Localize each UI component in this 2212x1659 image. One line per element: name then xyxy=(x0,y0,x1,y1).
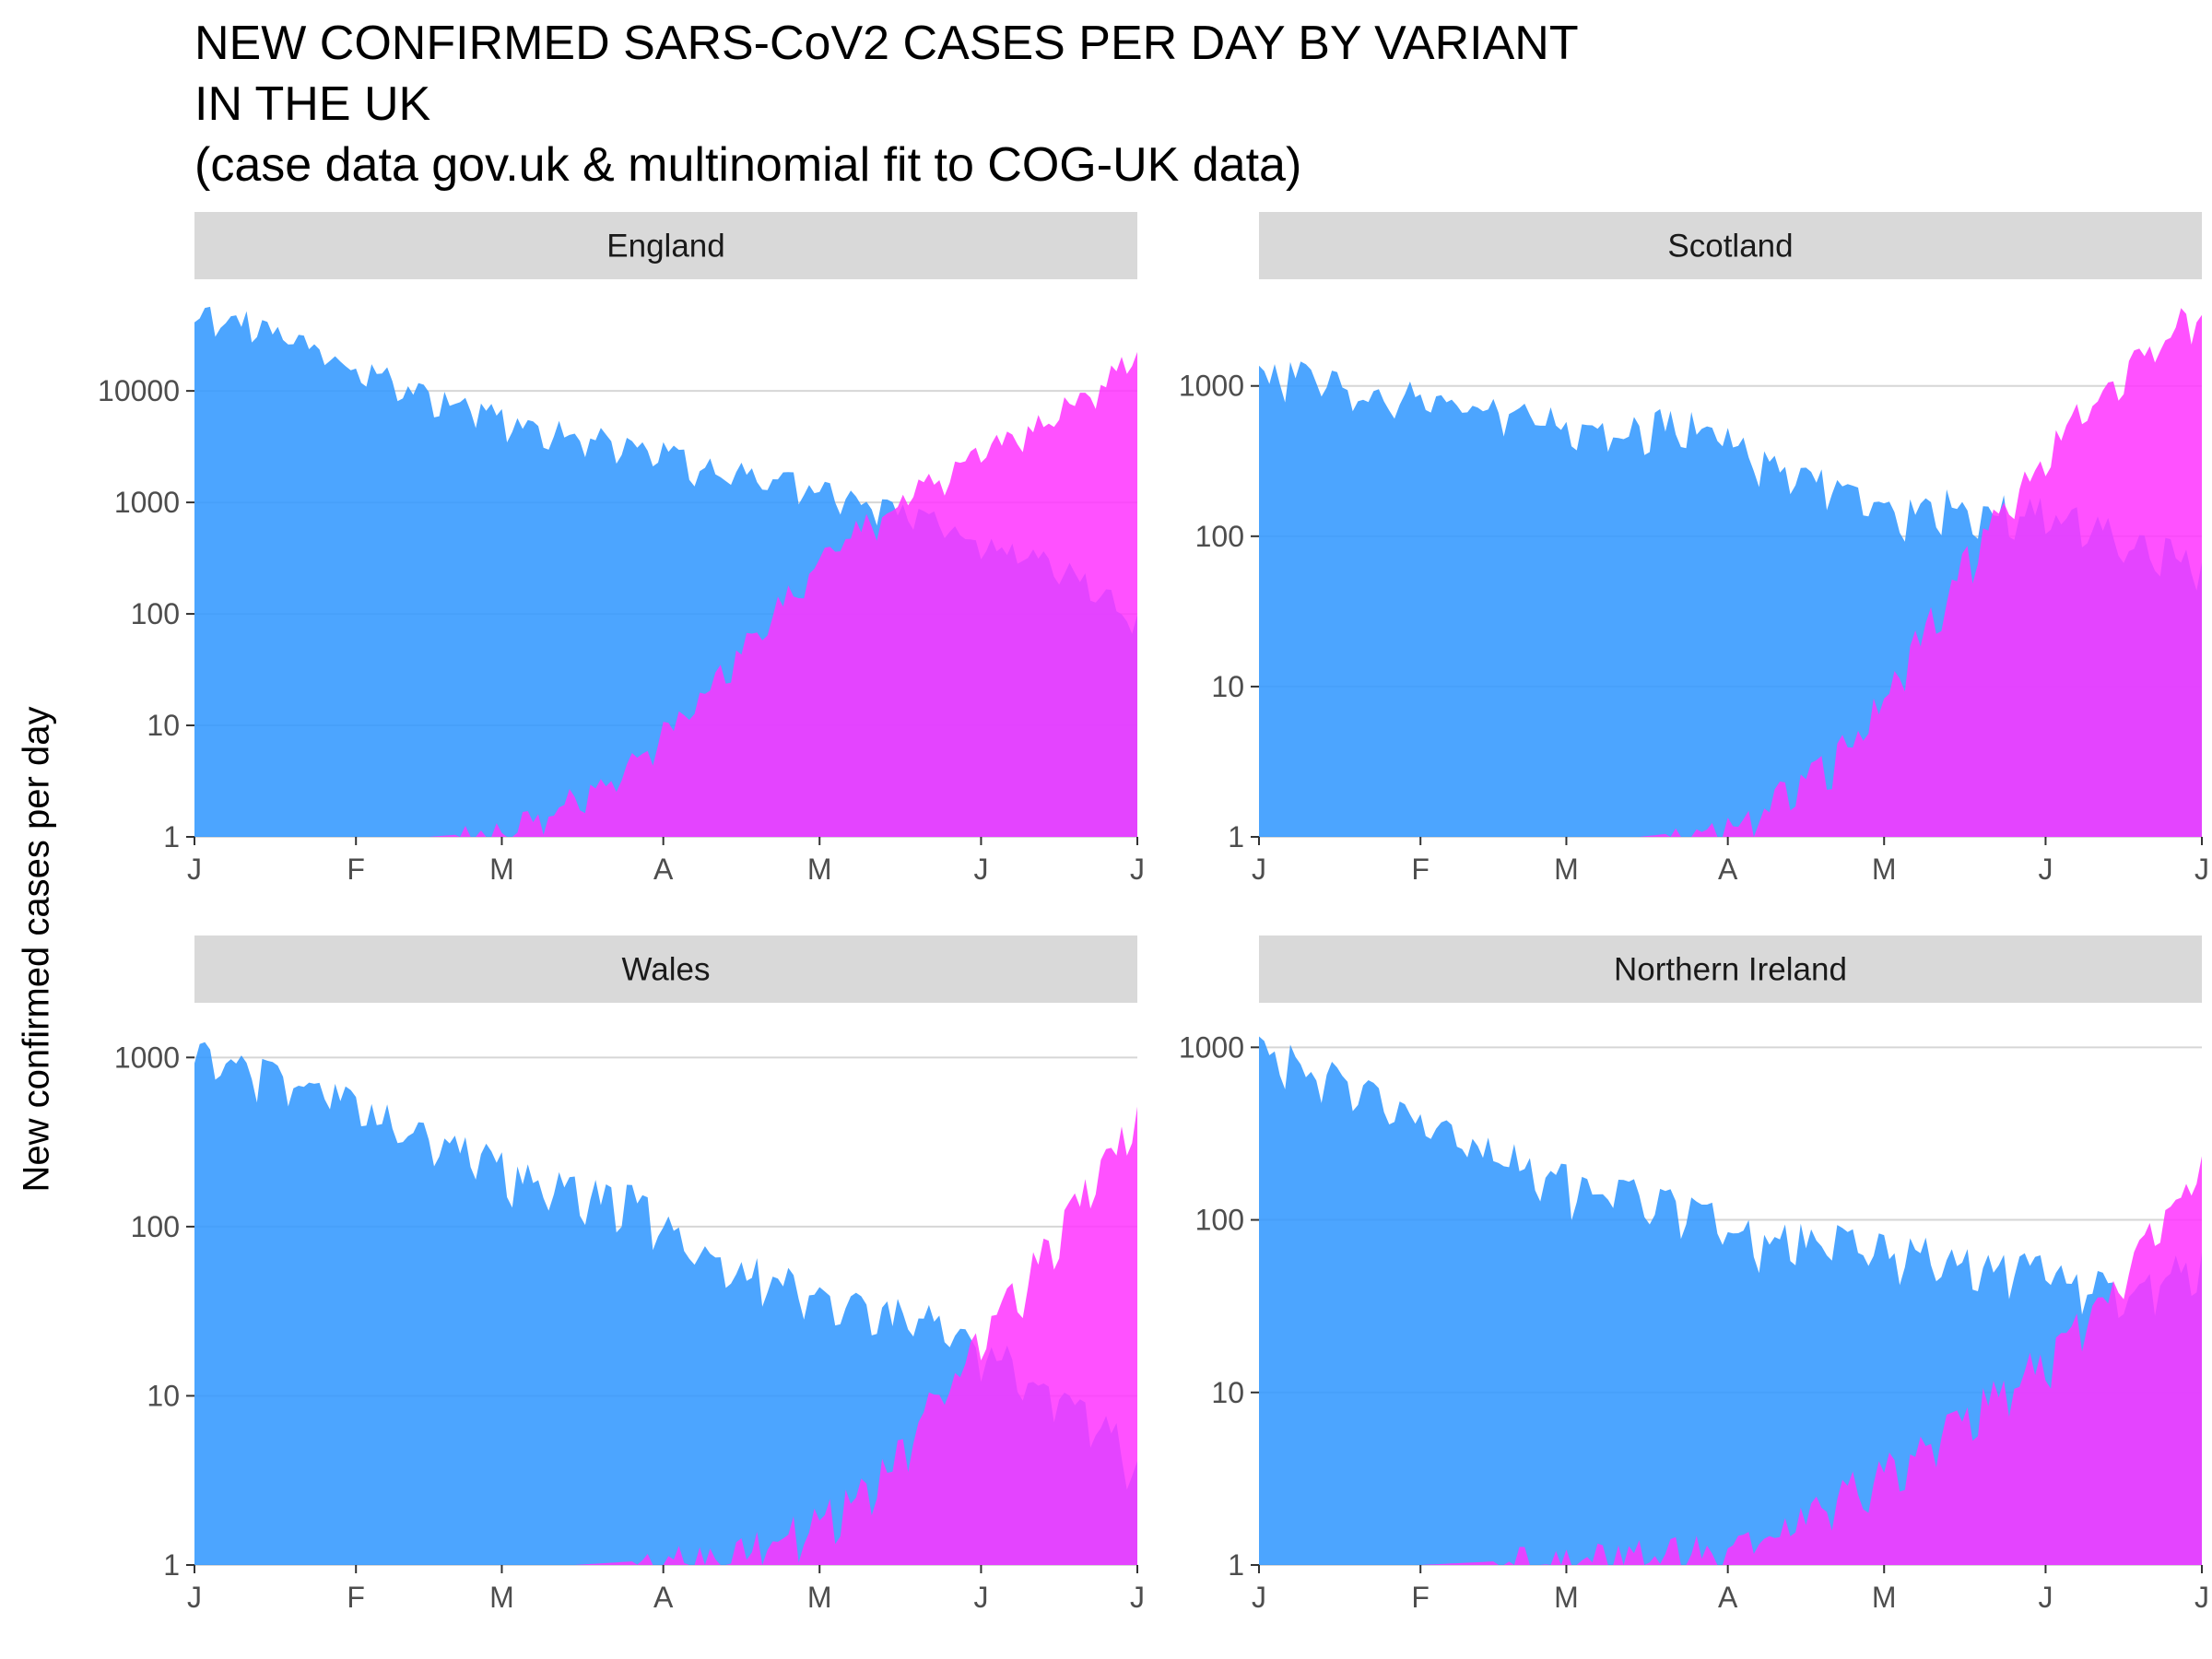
y-tick-label: 1 xyxy=(163,820,180,853)
x-tick-label: M xyxy=(489,1581,514,1614)
x-tick-label: M xyxy=(1872,853,1897,886)
y-tick-label: 10 xyxy=(147,1379,180,1412)
x-tick-label: A xyxy=(1718,853,1738,886)
facet-strip xyxy=(1259,212,2202,279)
y-tick-label: 100 xyxy=(131,597,180,630)
y-tick-label: 10 xyxy=(1211,670,1244,703)
x-tick-label: M xyxy=(489,853,514,886)
x-tick-label: J xyxy=(973,1581,988,1614)
panel-northern-ireland: Northern Ireland 1 10 100 1000 J F M A M J J xyxy=(1179,935,2209,1614)
y-tick-label: 1000 xyxy=(1179,1030,1244,1064)
panel-scotland: Scotland 1 10 100 1000 J F M A M J J xyxy=(1179,212,2209,886)
chart-title-line-1: NEW CONFIRMED SARS-CoV2 CASES PER DAY BY… xyxy=(194,17,1579,70)
facet-strip xyxy=(194,212,1137,279)
panel-england: England 1 10 100 1000 10000 J F M A M J J xyxy=(98,212,1145,886)
chart-title: NEW CONFIRMED SARS-CoV2 CASES PER DAY BY… xyxy=(194,13,1579,195)
x-tick-label: J xyxy=(973,853,988,886)
x-tick-label: J xyxy=(187,1581,202,1614)
x-tick-label: F xyxy=(347,1581,365,1614)
panel-wales: Wales 1 10 100 1000 J F M A M J J xyxy=(114,935,1145,1614)
facet-strip-label: Scotland xyxy=(1667,229,1793,265)
y-tick-label: 1 xyxy=(163,1548,180,1582)
x-tick-label: A xyxy=(653,1581,674,1614)
x-tick-label: J xyxy=(1252,1581,1266,1614)
x-tick-label: M xyxy=(807,1581,832,1614)
x-tick-label: M xyxy=(1872,1581,1897,1614)
area-series-2 xyxy=(1259,1156,2202,1565)
area-series-2 xyxy=(194,1106,1137,1565)
y-tick-label: 1000 xyxy=(1179,370,1244,403)
x-tick-label: J xyxy=(2038,1581,2053,1614)
y-tick-label: 10000 xyxy=(98,374,180,407)
x-tick-label: J xyxy=(1252,853,1266,886)
facet-strip-label: Wales xyxy=(622,952,711,988)
y-tick-label: 100 xyxy=(1195,1204,1244,1237)
y-tick-label: 1 xyxy=(1228,1548,1244,1582)
y-tick-label: 1 xyxy=(1228,820,1244,853)
facet-strip xyxy=(1259,935,2202,1003)
y-tick-label: 10 xyxy=(147,709,180,742)
x-tick-label: F xyxy=(1411,1581,1430,1614)
y-tick-label: 10 xyxy=(1211,1376,1244,1409)
y-tick-label: 1000 xyxy=(114,486,180,519)
facet-strip-label: Northern Ireland xyxy=(1614,952,1847,988)
facet-strip xyxy=(194,935,1137,1003)
y-tick-label: 100 xyxy=(131,1210,180,1243)
x-tick-label: J xyxy=(1130,853,1145,886)
x-tick-label: A xyxy=(1718,1581,1738,1614)
chart-title-line-3: (case data gov.uk & multinomial fit to C… xyxy=(194,138,1302,192)
x-tick-label: J xyxy=(2038,853,2053,886)
x-tick-label: F xyxy=(347,853,365,886)
x-tick-label: M xyxy=(1554,853,1579,886)
chart-title-line-2: IN THE UK xyxy=(194,77,431,131)
x-tick-label: J xyxy=(1130,1581,1145,1614)
x-tick-label: J xyxy=(2194,853,2209,886)
area-series-1 xyxy=(194,1041,1137,1565)
area-series-2 xyxy=(194,351,1137,837)
x-tick-label: M xyxy=(807,853,832,886)
facet-strip-label: England xyxy=(606,229,724,265)
y-tick-label: 100 xyxy=(1195,520,1244,553)
x-tick-label: J xyxy=(2194,1581,2209,1614)
x-tick-label: A xyxy=(653,853,674,886)
x-tick-label: J xyxy=(187,853,202,886)
x-tick-label: M xyxy=(1554,1581,1579,1614)
y-tick-label: 1000 xyxy=(114,1041,180,1074)
x-tick-label: F xyxy=(1411,853,1430,886)
area-series-2 xyxy=(1259,308,2202,837)
